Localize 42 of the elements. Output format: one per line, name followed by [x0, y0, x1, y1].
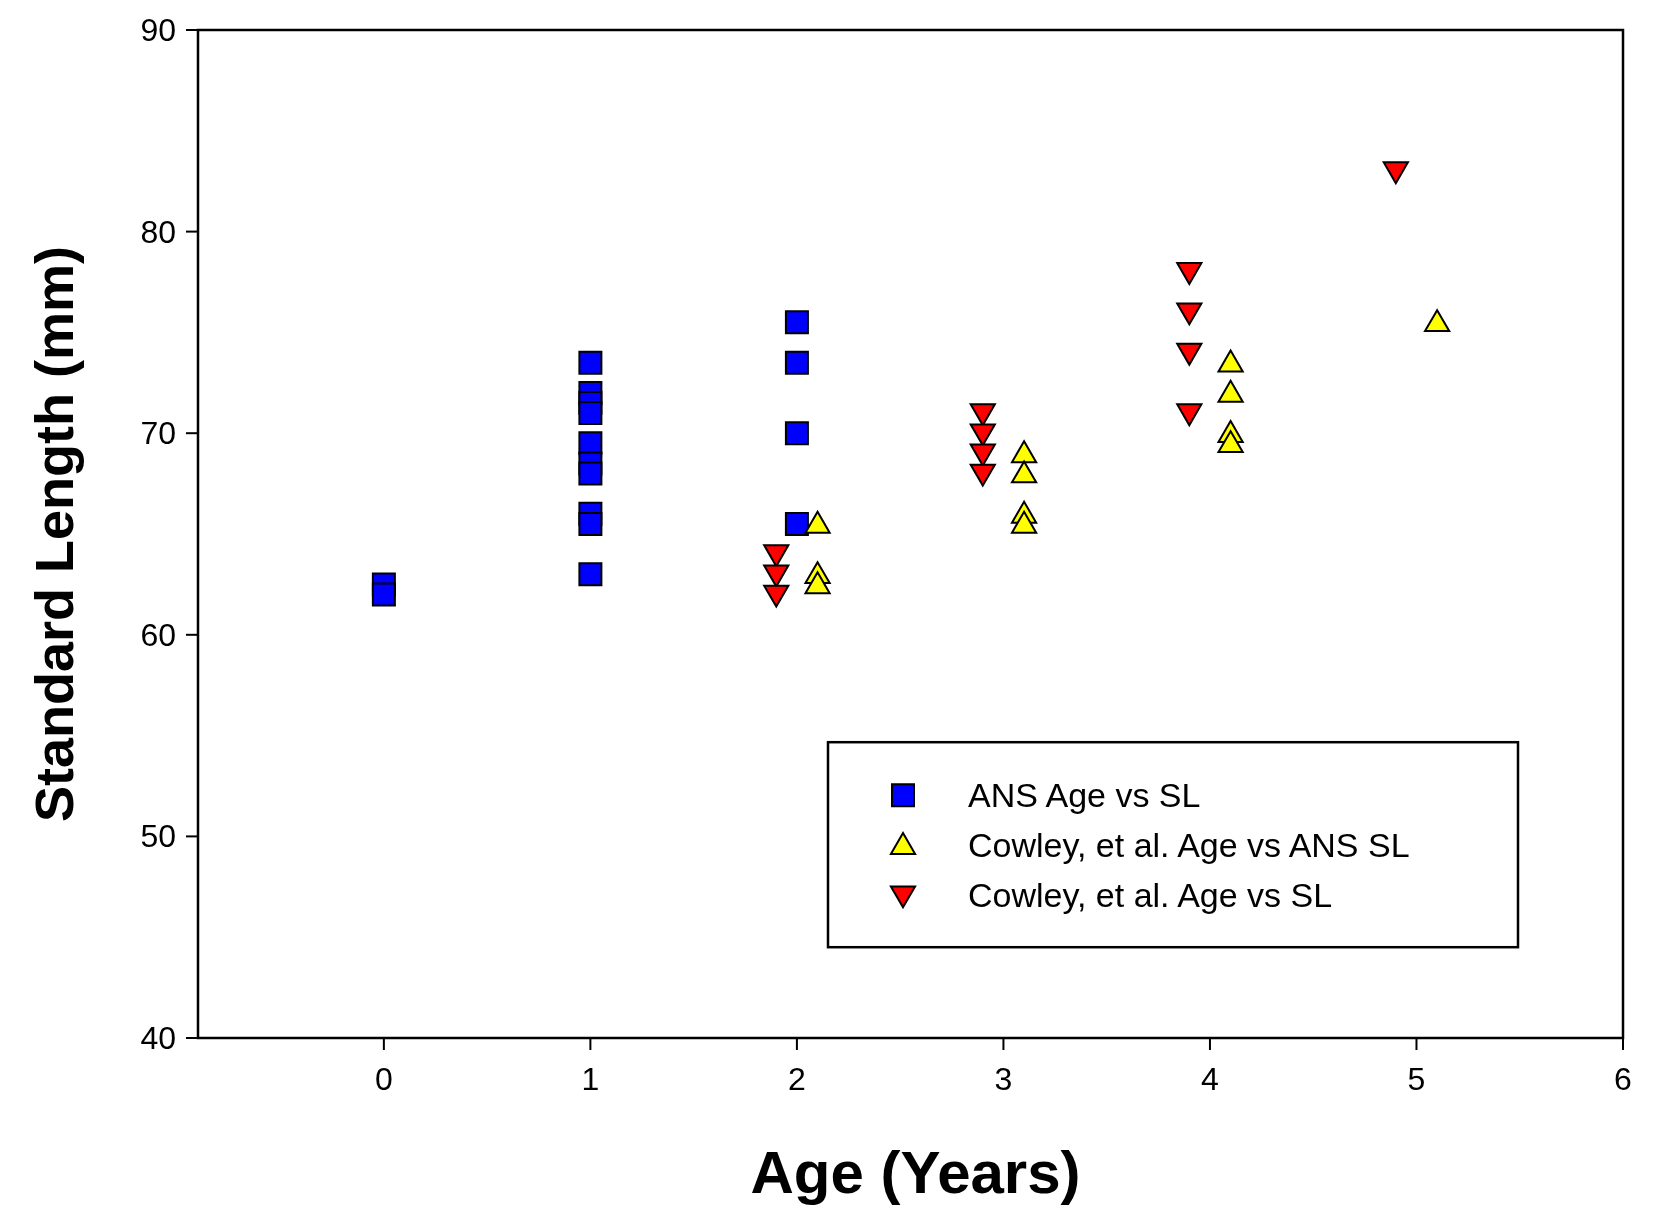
point: [969, 443, 996, 467]
point: [784, 310, 809, 335]
point: [804, 510, 831, 534]
y-tick-label: 50: [140, 818, 176, 855]
x-axis-title: Age (Years): [750, 1139, 1081, 1206]
point: [371, 582, 396, 607]
point: [1382, 161, 1409, 185]
point: [1010, 510, 1038, 534]
point: [578, 562, 603, 587]
legend-label: ANS Age vs SL: [968, 776, 1201, 815]
point: [804, 571, 831, 595]
x-tick-label: 1: [581, 1061, 600, 1097]
point: [784, 350, 809, 375]
point: [969, 423, 996, 447]
point: [784, 421, 809, 446]
point: [578, 461, 603, 486]
point: [969, 463, 996, 487]
y-tick-label: 60: [140, 616, 176, 653]
point: [1217, 430, 1244, 454]
point: [1010, 460, 1038, 484]
point: [1176, 302, 1203, 326]
y-tick-label: 40: [140, 1020, 176, 1056]
point: [1010, 440, 1038, 464]
y-tick-label: 90: [140, 12, 176, 48]
y-tick-label: 70: [140, 415, 176, 452]
point: [1176, 342, 1203, 366]
legend-label: Cowley, et al. Age vs ANS SL: [968, 826, 1410, 865]
point: [1176, 403, 1203, 427]
x-tick-label: 4: [1201, 1061, 1219, 1097]
x-tick-label: 5: [1407, 1061, 1426, 1097]
point: [578, 511, 603, 536]
y-axis-title: Standard Length (mm): [24, 246, 84, 822]
legend-label: Cowley, et al. Age vs SL: [968, 876, 1333, 915]
y-tick-label: 80: [140, 213, 176, 250]
point: [578, 350, 603, 375]
x-tick-label: 2: [788, 1061, 806, 1097]
x-tick-label: 0: [374, 1061, 393, 1097]
point: [1176, 262, 1203, 286]
x-tick-label: 6: [1614, 1061, 1632, 1097]
point: [578, 401, 603, 426]
point: [784, 511, 809, 536]
x-tick-label: 3: [994, 1061, 1013, 1097]
